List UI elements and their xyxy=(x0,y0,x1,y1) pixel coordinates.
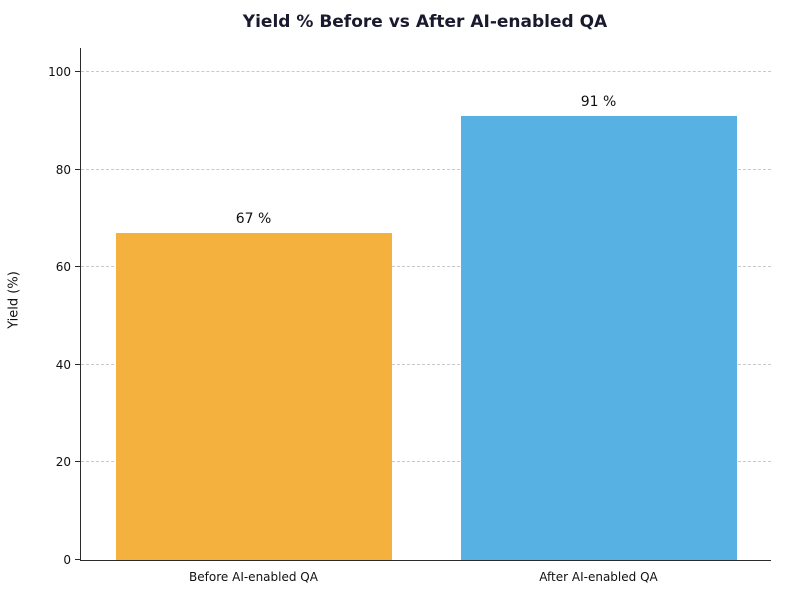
y-tick-mark-80 xyxy=(75,168,81,170)
plot-area: 0 20 40 60 80 100 67 % Before AI-enabled QA 91 %… xyxy=(48,48,771,584)
bar-after xyxy=(460,116,737,560)
gridline-y-20 xyxy=(81,461,771,463)
y-tick-label-40: 40 xyxy=(55,357,71,372)
y-tick-label-0: 0 xyxy=(63,553,71,567)
x-category-label-before: Before AI-enabled QA xyxy=(189,570,318,584)
y-axis-label: Yield (%) xyxy=(6,271,22,329)
bar-before xyxy=(115,233,392,560)
gridline-y-60 xyxy=(81,266,771,268)
bar-value-label-before: 67 % xyxy=(235,211,272,228)
y-tick-label-60: 60 xyxy=(55,260,71,275)
y-tick-mark-0 xyxy=(75,559,81,560)
gridline-y-100 xyxy=(81,71,771,73)
y-tick-mark-60 xyxy=(75,266,81,268)
x-category-label-after: After AI-enabled QA xyxy=(539,570,658,584)
gridline-y-40 xyxy=(81,363,771,365)
y-tick-label-100: 100 xyxy=(48,65,71,80)
bar-value-label-after: 91 % xyxy=(580,94,617,111)
chart-title: Yield % Before vs After AI-enabled QA xyxy=(242,12,608,32)
gridline-y-80 xyxy=(81,168,771,170)
y-tick-mark-40 xyxy=(75,363,81,365)
y-tick-mark-20 xyxy=(75,461,81,463)
y-tick-mark-100 xyxy=(75,71,81,73)
y-tick-label-80: 80 xyxy=(55,162,71,177)
y-tick-label-20: 20 xyxy=(55,455,71,470)
